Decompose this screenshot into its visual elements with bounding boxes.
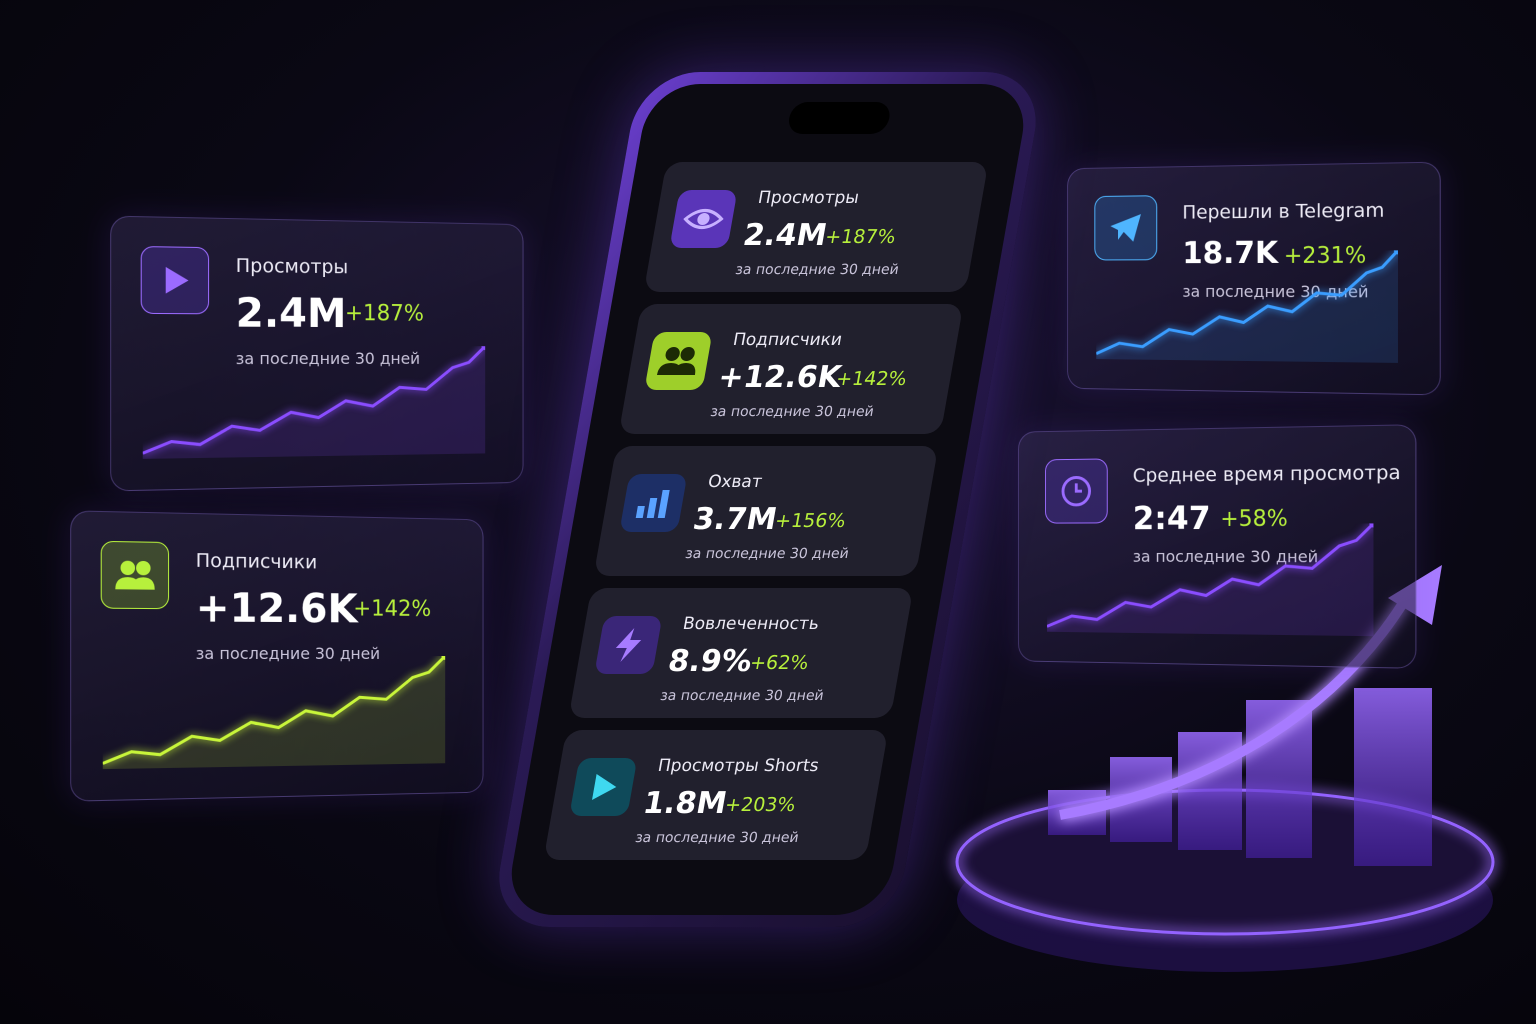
card-value: 8.9% [665,644,755,679]
stat-card: Среднее время просмотра 2:47 +58% за послед… [1017,424,1417,669]
phone-stat-card: Просмотры 2.4M +187% за последние 30 дней [643,162,989,292]
card-title: Просмотры [235,254,349,279]
phone-stat-card: Подписчики +12.6K +142% за последние 30 дне… [618,304,964,434]
card-title: Вовлеченность [681,614,821,634]
card-title: Охват [706,472,764,492]
phone-screen: Просмотры 2.4M +187% за последние 30 дней По… [503,84,1032,915]
bar-decoration [1354,688,1432,866]
card-title: Среднее время просмотра [1132,461,1401,487]
card-change: +142% [353,596,432,622]
card-period: за последние 30 дней [658,688,826,704]
card-icon [669,190,738,248]
card-title: Подписчики [731,330,844,350]
phone: Просмотры 2.4M +187% за последние 30 дней По… [489,72,1046,927]
stat-card: Просмотры 2.4M +187% за последние 30 дней [110,215,524,492]
phone-stat-card: Вовлеченность 8.9% +62% за последние 30 дне… [568,588,914,718]
card-value: 2.4M [740,218,830,253]
card-icon [594,616,663,674]
card-period: за последние 30 дней [734,262,901,278]
notch [786,102,893,134]
card-title: Просмотры [756,188,861,208]
card-icon [140,246,210,315]
card-title: Перешли в Telegram [1182,199,1385,224]
stat-card: Перешли в Telegram 18.7K +231% за последние… [1067,161,1441,396]
card-title: Подписчики [195,549,318,574]
card-icon [100,540,170,610]
card-change: +62% [748,652,811,674]
phone-stat-card: Просмотры Shorts 1.8M +203% за последние 30… [543,730,889,860]
sparkline [1047,523,1373,640]
card-value: +12.6K [715,360,845,395]
card-icon [1045,458,1108,524]
card-change: +156% [773,510,848,532]
sparkline [103,656,445,773]
card-change: +203% [723,794,798,816]
card-change: +187% [823,226,898,248]
card-icon [619,474,688,532]
phone-stat-card: Охват 3.7M +156% за последние 30 дней [593,446,939,576]
card-title: Просмотры Shorts [656,756,821,776]
card-value: 2.4M [235,290,347,338]
card-icon [644,332,713,390]
card-icon [569,758,638,816]
sparkline [1096,250,1398,367]
card-change: +142% [834,368,909,390]
card-change: +187% [344,301,424,327]
card-period: за последние 30 дней [633,830,800,846]
sparkline-svg [103,656,445,769]
sparkline-svg [143,346,485,459]
card-value: 3.7M [690,502,780,537]
stat-card: Подписчики +12.6K +142% за последние 30 дне… [70,510,484,802]
card-period: за последние 30 дней [709,404,876,420]
card-value: +12.6K [195,585,358,633]
card-period: за последние 30 дней [683,546,851,562]
sparkline [143,346,485,463]
sparkline-svg [1047,523,1373,636]
sparkline-svg [1096,250,1398,363]
card-value: 1.8M [640,786,730,821]
